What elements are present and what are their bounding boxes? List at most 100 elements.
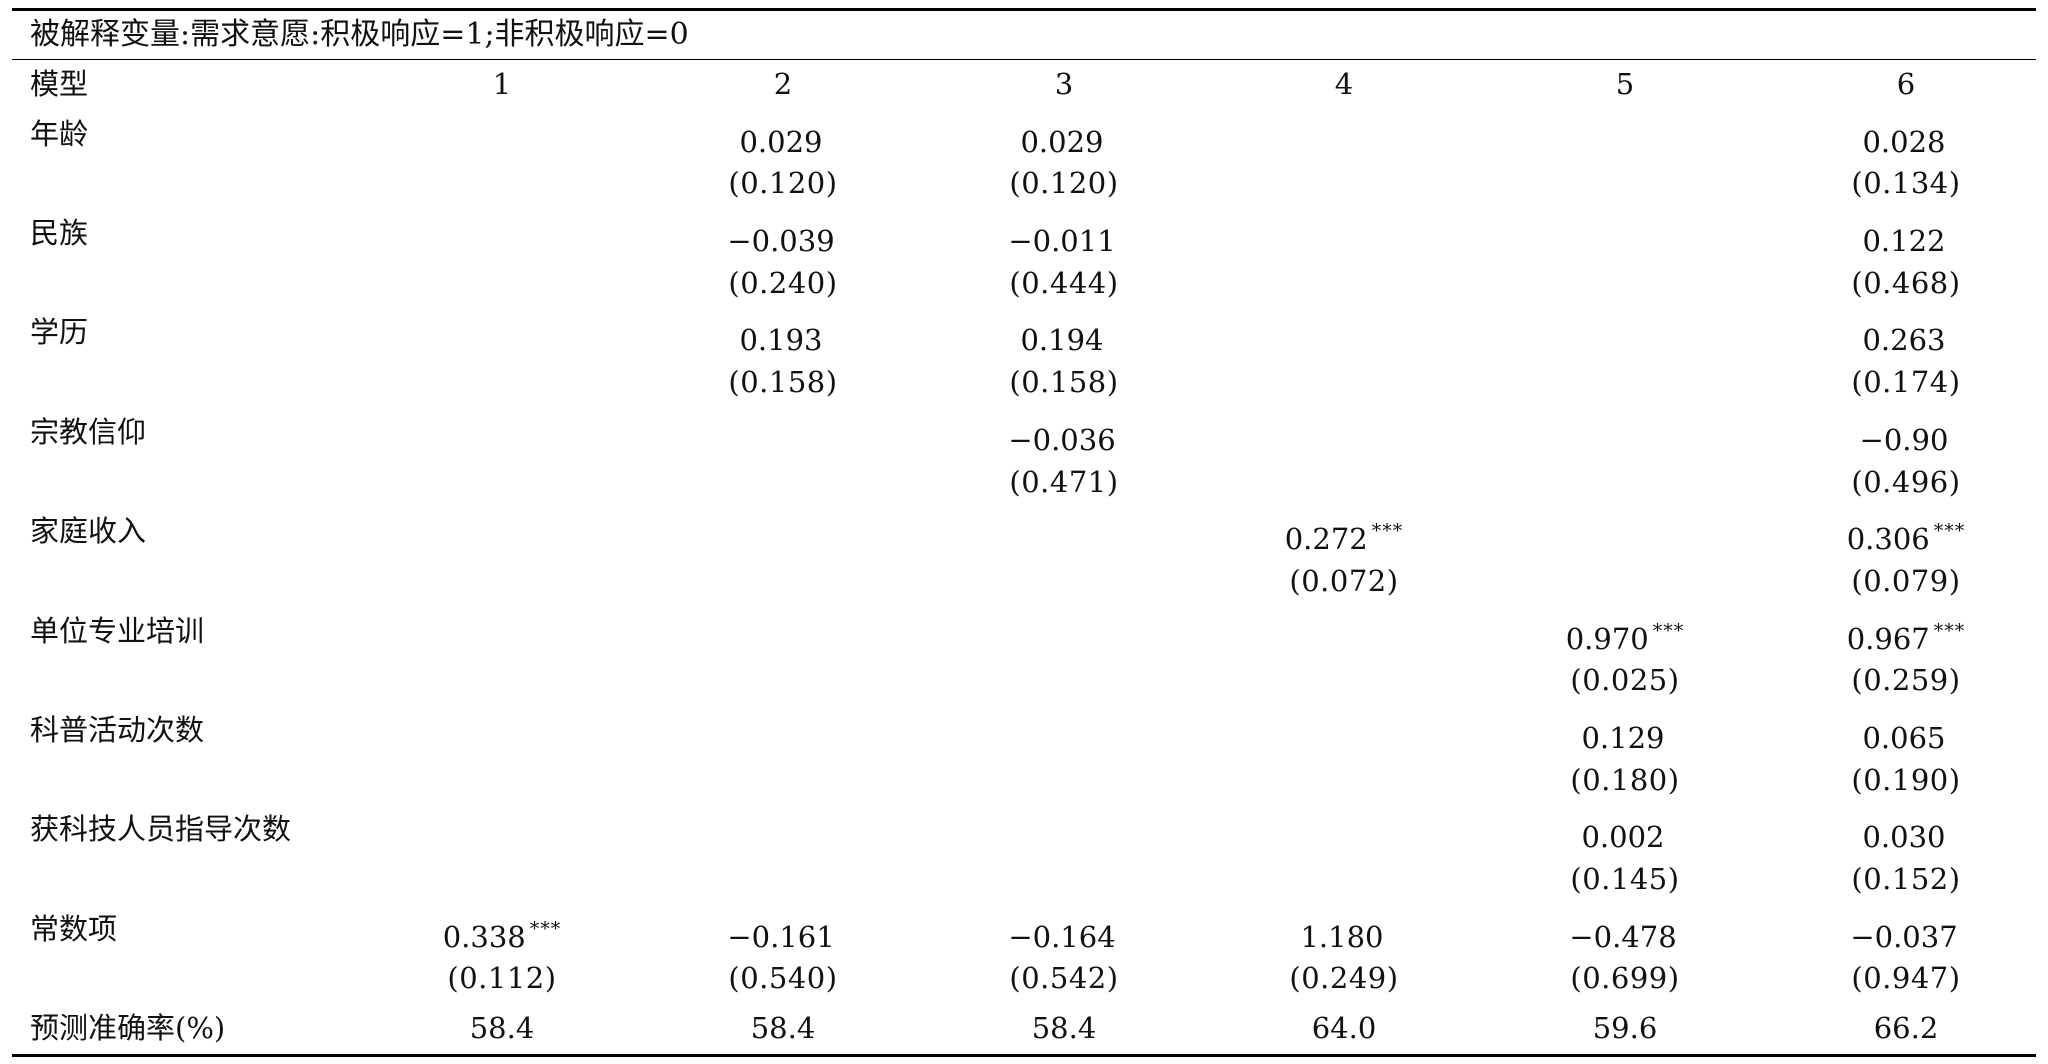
coef-cell: −0.036 [944,408,1184,458]
standard-error-value: (0.152) [1851,862,1961,896]
coef-cell: 0.194 [944,308,1184,358]
coef-value: −0.039 [727,224,835,259]
coef-row: 民族 −0.039 −0.011 0.122 [12,209,2036,259]
coef-cell [382,805,622,855]
coef-cell [1505,507,1745,557]
variable-label: 民族 [30,216,89,251]
coef-cell: −0.039 [663,209,903,259]
coef-cell: −0.478 [1505,905,1745,955]
coef-cell: 0.029 [663,110,903,160]
standard-error-value [663,855,903,905]
coef-cell [382,706,622,756]
coef-cell [1224,408,1464,458]
se-row: (0.072) (0.079) [12,557,2036,607]
standard-error-value [663,756,903,806]
coef-cell [1224,308,1464,358]
standard-error-value: (0.699) [1570,961,1680,996]
coef-cell [944,805,1184,855]
standard-error-value [1505,358,1745,408]
standard-error-value [1224,159,1464,209]
significance-stars: *** [1652,619,1685,642]
coef-cell: 0.065 [1786,706,2026,756]
standard-error-value: (0.259) [1851,663,1961,698]
standard-error-value: (0.158) [728,365,838,400]
coef-cell: −0.90 [1786,408,2026,458]
se-row: (0.471) (0.496) [12,458,2036,508]
coef-cell [382,110,622,160]
standard-error-value [1224,855,1464,905]
table-caption: 被解释变量:需求意愿:积极响应=1;非积极响应=0 [30,17,689,52]
coef-cell: 0.002 [1505,805,1745,855]
accuracy-value: 59.6 [1592,1011,1658,1046]
standard-error-value [944,855,1184,905]
footer-label: 预测准确率(%) [30,1011,226,1046]
standard-error-value [663,656,903,706]
standard-error-value: (0.240) [728,265,838,300]
header-row: 模型 1 2 3 4 5 6 [12,60,2036,110]
header-label: 模型 [30,67,89,101]
standard-error-value [1224,756,1464,806]
coef-value: 1.180 [1300,919,1384,954]
coef-cell: 0.030 [1786,805,2026,855]
coef-cell [382,408,622,458]
coef-cell [663,607,903,657]
standard-error-value [382,358,622,408]
coef-cell: 0.306 *** [1786,507,2026,557]
model-number: 2 [773,67,793,101]
standard-error-value [382,159,622,209]
standard-error-value [1224,656,1464,706]
coef-cell: 0.967 *** [1786,607,2026,657]
coef-row: 学历 0.193 0.194 0.263 [12,308,2036,358]
coef-cell: 0.338 *** [382,905,622,955]
standard-error-value: (0.120) [1009,166,1119,201]
standard-error-value [382,855,622,905]
coef-row: 年龄 0.029 0.029 0.028 [12,110,2036,160]
standard-error-value: (0.120) [728,166,838,201]
se-row: (0.025) (0.259) [12,656,2036,706]
standard-error-value: (0.468) [1851,265,1961,300]
significance-stars: *** [1371,520,1404,543]
coef-cell [663,507,903,557]
standard-error-value [382,756,622,806]
coef-row: 单位专业培训 0.970 *** 0.967 *** [12,607,2036,657]
coef-value: 0.193 [739,323,823,358]
coef-value: 0.029 [739,124,823,159]
coef-cell: −0.161 [663,905,903,955]
se-row: (0.112) (0.540) (0.542) (0.249) (0.699) (0.94… [12,954,2036,1004]
variable-label: 常数项 [30,911,118,946]
coef-value: −0.011 [1008,224,1116,259]
model-number: 6 [1896,67,1916,101]
coef-value: 0.967 [1846,621,1930,656]
accuracy-value: 58.4 [1031,1011,1097,1046]
model-number: 5 [1615,67,1635,101]
standard-error-value: (0.180) [1570,762,1680,797]
coef-cell [1505,110,1745,160]
coef-value: −0.161 [727,919,835,954]
coef-value: −0.478 [1569,919,1677,954]
coef-value: −0.037 [1850,919,1958,954]
coef-cell [1505,209,1745,259]
standard-error-value [382,458,622,508]
coef-row: 常数项 0.338 *** −0.161 −0.164 1.180 −0.478 −0.037 [12,905,2036,955]
standard-error-value: (0.496) [1851,464,1961,499]
model-number: 3 [1054,67,1074,101]
standard-error-value [944,656,1184,706]
coef-cell [1224,805,1464,855]
coef-value: 0.306 [1846,522,1930,557]
standard-error-value: (0.158) [1009,365,1119,400]
standard-error-value [663,557,903,607]
table-body: 年龄 0.029 0.029 0.028 (0.120) (0.120) (0.134) 民族… [12,110,2036,1004]
coef-cell: −0.037 [1786,905,2026,955]
coef-cell: 0.122 [1786,209,2026,259]
accuracy-value: 66.2 [1873,1011,1939,1046]
standard-error-value: (0.145) [1570,862,1680,896]
coef-row: 宗教信仰 −0.036 −0.90 [12,408,2036,458]
coef-cell: 1.180 [1224,905,1464,955]
variable-label: 年龄 [30,116,89,151]
standard-error-value [663,458,903,508]
standard-error-value: (0.249) [1289,961,1399,996]
coef-cell [382,308,622,358]
accuracy-value: 58.4 [469,1011,535,1046]
model-number: 4 [1334,67,1354,101]
coef-cell: 0.029 [944,110,1184,160]
